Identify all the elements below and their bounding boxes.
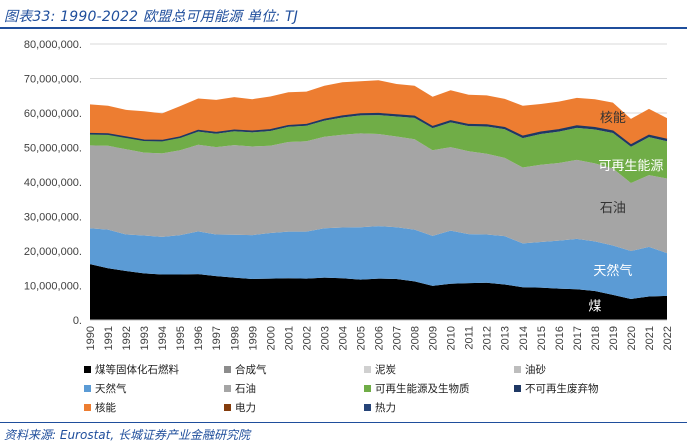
- legend-item: 可再生能源及生物质: [364, 381, 470, 396]
- x-tick-label: 1990: [85, 326, 97, 350]
- x-tick-label: 1993: [139, 326, 151, 350]
- legend-swatch: [364, 385, 371, 392]
- legend-swatch: [84, 385, 91, 392]
- y-tick-label: 0.: [73, 315, 82, 327]
- x-tick-label: 2016: [554, 326, 566, 350]
- legend-swatch: [224, 366, 231, 373]
- x-tick-label: 1995: [175, 326, 187, 350]
- x-tick-label: 1997: [211, 326, 223, 350]
- legend-item: 油砂: [514, 362, 546, 377]
- area-煤等固体化石燃料: [90, 264, 667, 320]
- x-tick-label: 2019: [608, 326, 620, 350]
- legend-swatch: [84, 404, 91, 411]
- legend-label: 可再生能源及生物质: [375, 383, 470, 395]
- area-可再生能源及生物质: [90, 115, 667, 184]
- area-天然气: [90, 226, 667, 299]
- x-tick-label: 2003: [319, 326, 331, 350]
- legend-label: 核能: [95, 402, 116, 414]
- legend-swatch: [364, 366, 371, 373]
- legend-label: 热力: [375, 402, 396, 414]
- annotation-label: 煤: [588, 300, 601, 315]
- legend-swatch: [514, 385, 521, 392]
- x-tick-label: 2010: [446, 326, 458, 350]
- y-axis: 0. 10,000,000. 20,000,000. 30,000,000. 40,00…: [24, 39, 82, 327]
- x-tick-label: 2000: [265, 326, 277, 350]
- y-tick-label: 50,000,000.: [24, 143, 82, 155]
- y-tick-label: 70,000,000.: [24, 74, 82, 86]
- annotation-label: 核能: [600, 111, 626, 126]
- annotation-label: 天然气: [593, 263, 632, 279]
- x-tick-label: 2012: [482, 326, 494, 350]
- x-tick-label: 2007: [392, 326, 404, 350]
- legend-swatch: [224, 385, 231, 392]
- x-tick-label: 2015: [536, 326, 548, 350]
- legend-swatch: [514, 366, 521, 373]
- legend-label: 煤等固体化石燃料: [95, 364, 179, 376]
- area-series: [89, 80, 668, 320]
- source-note: 资料来源: Eurostat, 长城证券产业金融研究院: [4, 428, 250, 442]
- stacked-area-chart: 0. 10,000,000. 20,000,000. 30,000,000. 40,00…: [24, 39, 674, 350]
- x-tick-label: 2013: [500, 326, 512, 350]
- y-tick-label: 20,000,000.: [24, 246, 82, 258]
- x-tick-label: 2002: [301, 326, 313, 350]
- legend-item: 不可再生废弃物: [514, 381, 599, 396]
- title-rule: [0, 27, 687, 29]
- footer-rule: [0, 422, 687, 423]
- annotation-label: 可再生能源: [598, 159, 663, 174]
- legend-swatch: [84, 366, 91, 373]
- x-tick-label: 2006: [374, 326, 386, 350]
- x-tick-label: 1994: [157, 326, 169, 350]
- x-tick-label: 2017: [572, 326, 584, 350]
- legend-label: 不可再生废弃物: [525, 383, 599, 395]
- x-tick-label: 1991: [103, 326, 115, 350]
- legend-item: 电力: [224, 400, 256, 415]
- legend-item: 泥炭: [364, 362, 396, 377]
- x-tick-label: 2021: [644, 326, 656, 350]
- x-tick-label: 1992: [121, 326, 133, 350]
- x-tick-label: 1998: [229, 326, 241, 350]
- legend-label: 合成气: [235, 364, 267, 376]
- legend-label: 石油: [235, 383, 256, 395]
- area-核能: [90, 80, 667, 146]
- figure-title: 图表33: 1990-2022 欧盟总可用能源 单位: TJ: [4, 9, 299, 25]
- y-tick-label: 10,000,000.: [24, 281, 82, 293]
- legend-swatch: [224, 404, 231, 411]
- legend-item: 石油: [224, 381, 256, 396]
- legend-label: 泥炭: [375, 364, 396, 376]
- x-tick-label: 2008: [410, 326, 422, 350]
- legend-label: 天然气: [95, 383, 127, 395]
- x-tick-label: 2011: [464, 326, 476, 350]
- area-石油: [90, 133, 667, 254]
- legend-label: 油砂: [525, 364, 546, 376]
- y-tick-label: 80,000,000.: [24, 39, 82, 51]
- waste-line: [89, 112, 668, 147]
- legend-swatch: [364, 404, 371, 411]
- x-tick-label: 2020: [626, 326, 638, 350]
- legend-item: 热力: [364, 400, 396, 415]
- legend-item: 核能: [84, 400, 116, 415]
- legend-item: 合成气: [224, 362, 267, 377]
- x-tick-label: 2014: [518, 326, 530, 350]
- x-tick-label: 1999: [247, 326, 259, 350]
- legend-item: 煤等固体化石燃料: [84, 362, 179, 377]
- x-tick-label: 2018: [590, 326, 602, 350]
- x-tick-label: 2001: [283, 326, 295, 350]
- x-tick-label: 2004: [337, 326, 349, 350]
- y-tick-label: 30,000,000.: [24, 212, 82, 224]
- x-tick-label: 1996: [193, 326, 205, 350]
- y-tick-label: 40,000,000.: [24, 177, 82, 189]
- x-axis: 1990 1991 1992 1993 1994 1995 1996 1997 1998 1999…: [85, 319, 674, 350]
- legend-item: 天然气: [84, 381, 127, 396]
- x-tick-label: 2005: [355, 326, 367, 350]
- annotation-label: 石油: [600, 201, 626, 216]
- x-tick-label: 2022: [662, 326, 674, 350]
- legend-label: 电力: [235, 402, 256, 414]
- y-tick-label: 60,000,000.: [24, 108, 82, 120]
- x-tick-label: 2009: [428, 326, 440, 350]
